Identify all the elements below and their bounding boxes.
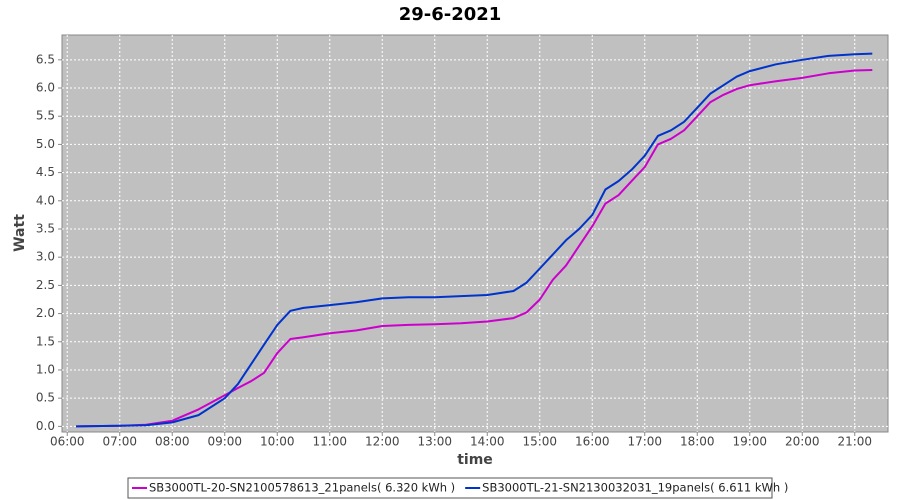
y-tick-label: 5.0 <box>36 137 55 151</box>
x-tick-label: 17:00 <box>627 435 662 449</box>
y-tick-label: 4.5 <box>36 165 55 179</box>
y-tick-label: 6.5 <box>36 52 55 66</box>
y-tick-label: 4.0 <box>36 193 55 207</box>
legend-label: SB3000TL-21-SN2130032031_19panels( 6.611… <box>482 481 788 495</box>
x-tick-label: 07:00 <box>102 435 137 449</box>
legend <box>127 477 773 499</box>
y-tick-label: 0.5 <box>36 391 55 405</box>
y-tick-label: 3.0 <box>36 250 55 264</box>
x-tick-label: 06:00 <box>50 435 85 449</box>
y-tick-label: 2.5 <box>36 278 55 292</box>
x-tick-label: 14:00 <box>470 435 505 449</box>
x-tick-label: 08:00 <box>155 435 190 449</box>
x-tick-label: 12:00 <box>365 435 400 449</box>
x-tick-label: 09:00 <box>207 435 242 449</box>
x-tick-label: 13:00 <box>417 435 452 449</box>
x-tick-label: 20:00 <box>785 435 820 449</box>
y-tick-label: 5.5 <box>36 109 55 123</box>
series-line <box>75 69 873 428</box>
x-tick-label: 18:00 <box>680 435 715 449</box>
y-tick-label: 3.5 <box>36 221 55 235</box>
y-tick-label: 2.0 <box>36 306 55 320</box>
x-axis-label: time <box>457 452 493 468</box>
plot-area <box>61 34 889 433</box>
legend-label: SB3000TL-20-SN2100578613_21panels( 6.320… <box>149 481 455 495</box>
x-tick-label: 19:00 <box>732 435 767 449</box>
x-tick-label: 11:00 <box>312 435 347 449</box>
x-tick-label: 10:00 <box>260 435 295 449</box>
x-tick-label: 21:00 <box>837 435 872 449</box>
chart-title: 29-6-2021 <box>399 4 502 25</box>
x-tick-label: 16:00 <box>575 435 610 449</box>
y-tick-label: 1.0 <box>36 362 55 376</box>
y-tick-label: 6.0 <box>36 81 55 95</box>
x-tick-label: 15:00 <box>522 435 557 449</box>
series-line <box>75 52 873 428</box>
y-tick-label: 1.5 <box>36 334 55 348</box>
y-tick-label: 0.0 <box>36 419 55 433</box>
y-axis-label: Watt <box>12 214 28 252</box>
